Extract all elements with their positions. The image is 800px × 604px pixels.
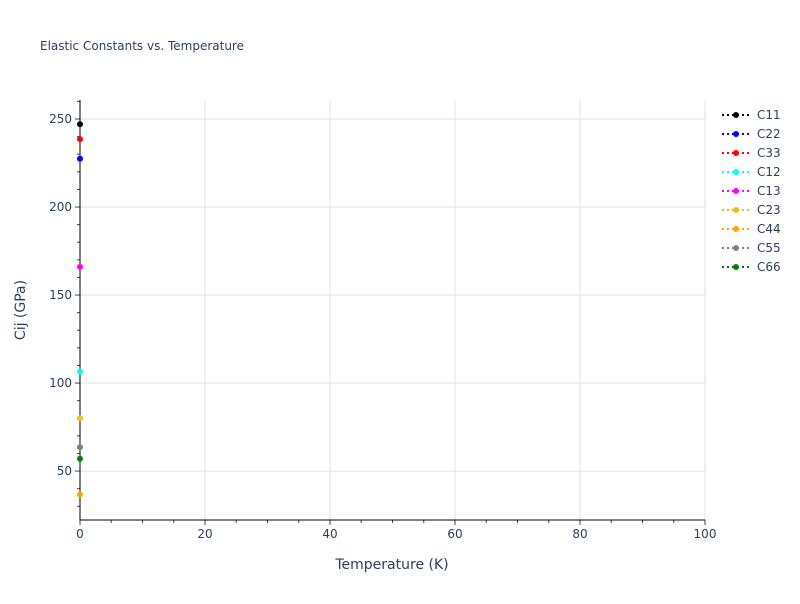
y-tick-label: 200 — [49, 200, 72, 214]
data-point-c66 — [77, 455, 83, 462]
x-tick-label: 40 — [322, 527, 337, 541]
legend-item-c11[interactable]: C11 — [722, 108, 781, 122]
legend-item-c12[interactable]: C12 — [722, 165, 781, 179]
legend-marker — [733, 226, 739, 232]
legend-marker — [733, 264, 739, 270]
legend-label: C33 — [757, 146, 781, 160]
legend-label: C66 — [757, 260, 781, 274]
y-tick-label: 150 — [49, 288, 72, 302]
legend-marker — [733, 188, 739, 194]
legend-label: C55 — [757, 241, 781, 255]
axes: 0 20 40 60 80 100 50 100 150 200 250 — [49, 100, 716, 541]
legend-item-c55[interactable]: C55 — [722, 241, 781, 255]
legend-item-c44[interactable]: C44 — [722, 222, 781, 236]
data-point-c11 — [77, 121, 83, 128]
legend-label: C22 — [757, 127, 781, 141]
legend-marker — [733, 207, 739, 213]
legend-item-c13[interactable]: C13 — [722, 184, 781, 198]
legend-marker — [733, 131, 739, 137]
data-point-c44 — [77, 491, 83, 498]
legend-label: C23 — [757, 203, 781, 217]
legend-item-c22[interactable]: C22 — [722, 127, 781, 141]
legend[interactable]: C11 C22 C33 C12 C13 C23 C44 C55 C66 — [722, 108, 781, 274]
data-point-c33 — [77, 136, 83, 143]
data-point-c55 — [77, 444, 83, 451]
x-tick-label: 60 — [447, 527, 462, 541]
legend-marker — [733, 112, 739, 118]
data-point-c13 — [77, 263, 83, 270]
legend-label: C12 — [757, 165, 781, 179]
legend-marker — [733, 245, 739, 251]
y-tick-label: 250 — [49, 112, 72, 126]
legend-item-c23[interactable]: C23 — [722, 203, 781, 217]
x-tick-label: 80 — [572, 527, 587, 541]
x-tick-label: 100 — [694, 527, 717, 541]
legend-marker — [733, 169, 739, 175]
legend-marker — [733, 150, 739, 156]
x-tick-label: 0 — [76, 527, 84, 541]
y-axis-label: Cij (GPa) — [13, 280, 29, 340]
grid — [80, 100, 706, 520]
legend-item-c33[interactable]: C33 — [722, 146, 781, 160]
data-point-c12 — [77, 368, 83, 375]
y-tick-label: 100 — [49, 376, 72, 390]
chart-title: Elastic Constants vs. Temperature — [40, 39, 244, 53]
x-tick-label: 20 — [197, 527, 212, 541]
legend-label: C13 — [757, 184, 781, 198]
data-point-c22 — [77, 155, 83, 162]
legend-label: C11 — [757, 108, 781, 122]
y-tick-label: 50 — [57, 464, 72, 478]
legend-item-c66[interactable]: C66 — [722, 260, 781, 274]
data-point-c23 — [77, 415, 83, 422]
legend-label: C44 — [757, 222, 781, 236]
x-axis-label: Temperature (K) — [334, 557, 448, 573]
data-points — [77, 121, 83, 498]
